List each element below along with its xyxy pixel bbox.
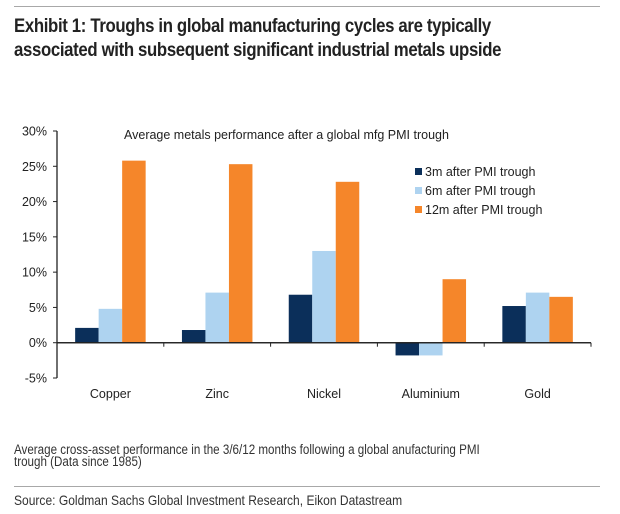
bar-chart: Average metals performance after a globa… [22, 125, 592, 401]
bar-nickel-6m [312, 250, 336, 343]
y-tick-label: 30% [22, 125, 47, 139]
source-note: Source: Goldman Sachs Global Investment … [14, 492, 403, 508]
caption-line-2: trough (Data since 1985) [14, 454, 142, 469]
legend-label: 12m after PMI trough [425, 203, 542, 217]
x-tick-label: Aluminium [402, 387, 460, 401]
bar-zinc-12m [228, 164, 253, 343]
bar-aluminium-3m [395, 342, 420, 356]
y-tick-label: 15% [22, 230, 47, 244]
bar-aluminium-6m [419, 342, 443, 356]
caption-line-1: Average cross-asset performance in the 3… [14, 442, 480, 457]
x-tick-label: Nickel [307, 387, 341, 401]
title-line-1: Exhibit 1: Troughs in global manufacturi… [14, 15, 491, 37]
chart-caption: Average cross-asset performance in the 3… [14, 442, 480, 469]
title-line-2: associated with subsequent significant i… [14, 39, 502, 61]
bar-copper-6m [98, 308, 123, 343]
x-tick-label: Gold [524, 387, 550, 401]
y-tick-label: -5% [25, 372, 47, 386]
top-rule [14, 6, 600, 7]
x-axis: Copper Zinc Nickel Aluminium Gold [57, 342, 592, 401]
y-tick-label: 25% [22, 160, 47, 174]
bar-gold-3m [502, 306, 526, 343]
x-tick-label: Copper [90, 387, 131, 401]
bar-zinc-3m [181, 330, 206, 343]
bar-copper-12m [122, 160, 146, 343]
legend-label: 6m after PMI trough [425, 184, 536, 198]
x-tick-label: Zinc [205, 387, 229, 401]
legend-swatch [415, 168, 422, 175]
legend: 3m after PMI trough 6m after PMI trough 12… [415, 165, 542, 217]
legend-swatch [415, 206, 422, 213]
y-tick-label: 5% [29, 301, 47, 315]
bar-copper-3m [75, 327, 99, 343]
bar-gold-6m [525, 292, 550, 343]
source-rule [14, 486, 600, 487]
bar-nickel-3m [288, 294, 313, 343]
legend-swatch [415, 187, 422, 194]
y-axis: -5% 0% 5% 10% 15% 20% 25% 30% [22, 125, 58, 386]
bar-nickel-12m [335, 181, 360, 343]
legend-label: 3m after PMI trough [425, 165, 536, 179]
chart-title: Average metals performance after a globa… [124, 128, 449, 142]
y-tick-label: 0% [29, 336, 47, 350]
bar-aluminium-12m [442, 279, 467, 343]
bar-gold-12m [549, 296, 573, 343]
bar-zinc-6m [205, 292, 229, 343]
y-tick-label: 10% [22, 266, 47, 280]
exhibit-title: Exhibit 1: Troughs in global manufacturi… [14, 14, 530, 62]
y-tick-label: 20% [22, 195, 47, 209]
